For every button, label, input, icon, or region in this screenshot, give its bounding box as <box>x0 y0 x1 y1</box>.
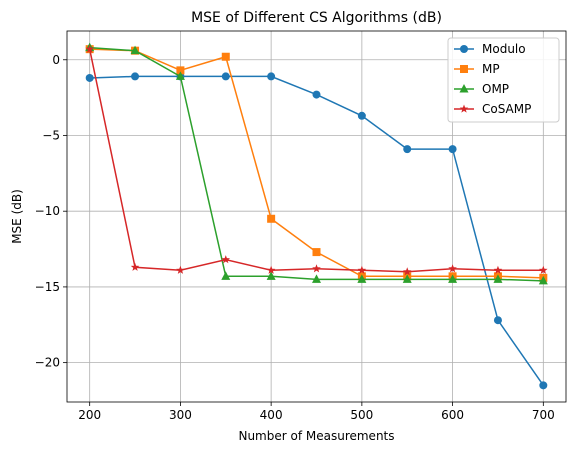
x-tick-label: 300 <box>169 408 192 422</box>
data-point-omp <box>175 71 185 80</box>
series-omp <box>85 42 548 285</box>
legend-item-mp: MP <box>454 62 500 76</box>
x-axis-label: Number of Measurements <box>238 429 394 443</box>
legend-item-omp: OMP <box>454 82 509 96</box>
data-point-cosamp <box>221 255 231 264</box>
data-point-modulo <box>403 145 412 154</box>
data-point-cosamp <box>493 265 503 274</box>
data-point-cosamp <box>85 44 94 53</box>
data-point-modulo <box>85 73 94 82</box>
data-point-cosamp <box>176 265 185 274</box>
data-point-cosamp <box>312 264 321 273</box>
legend-item-cosamp: CoSAMP <box>454 102 531 116</box>
legend-marker <box>460 45 468 53</box>
x-tick-label: 700 <box>532 408 555 422</box>
y-tick-label: 0 <box>52 53 60 67</box>
y-tick-label: −10 <box>35 204 60 218</box>
data-point-mp <box>312 248 321 257</box>
legend-marker <box>459 104 469 113</box>
data-point-modulo <box>221 72 230 81</box>
legend-label: Modulo <box>482 42 526 56</box>
x-tick-label: 400 <box>260 408 283 422</box>
y-tick-label: −15 <box>35 280 60 294</box>
data-point-modulo <box>448 145 457 154</box>
data-point-omp <box>221 271 231 280</box>
data-point-modulo <box>357 111 366 120</box>
data-point-mp <box>176 66 185 75</box>
legend-label: CoSAMP <box>482 102 531 116</box>
data-point-modulo <box>312 90 321 99</box>
data-point-omp <box>493 274 503 283</box>
data-point-omp <box>130 45 140 55</box>
data-point-modulo <box>267 72 276 81</box>
data-point-modulo <box>539 381 548 390</box>
y-tick-label: −5 <box>42 128 60 142</box>
series-modulo <box>85 72 548 390</box>
data-point-omp <box>402 274 412 283</box>
data-point-omp <box>312 274 321 283</box>
legend-label: OMP <box>482 82 509 96</box>
data-point-omp <box>357 274 367 283</box>
x-tick-label: 500 <box>350 408 373 422</box>
data-point-omp <box>266 271 276 280</box>
legend-marker <box>459 84 469 93</box>
series-line-modulo <box>89 75 544 386</box>
y-tick-label: −20 <box>35 356 60 370</box>
y-axis-label: MSE (dB) <box>10 189 24 244</box>
x-tick-label: 600 <box>441 408 464 422</box>
data-point-cosamp <box>130 262 140 271</box>
legend-box <box>447 37 560 123</box>
data-point-cosamp <box>357 265 367 274</box>
data-point-modulo <box>131 72 140 81</box>
x-tick-label: 200 <box>78 408 101 422</box>
data-point-cosamp <box>448 264 457 273</box>
data-point-mp <box>221 52 230 61</box>
axis-ticks: 200 300 400 500 600 700 0 −5 −10 −15 −20 <box>35 53 555 422</box>
data-point-modulo <box>493 316 502 325</box>
chart-title: MSE of Different CS Algorithms (dB) <box>191 10 442 26</box>
legend-item-modulo: Modulo <box>454 42 526 56</box>
data-point-mp <box>267 214 276 223</box>
data-point-cosamp <box>266 265 276 274</box>
series-cosamp <box>85 44 548 276</box>
plot-frame <box>66 30 567 403</box>
legend: Modulo MP OMP CoSAMP <box>447 37 560 123</box>
data-point-cosamp <box>539 265 548 274</box>
data-point-omp <box>538 275 548 285</box>
data-point-cosamp <box>402 267 412 276</box>
legend-marker <box>460 65 468 73</box>
series-layer <box>85 42 548 390</box>
legend-label: MP <box>482 62 500 76</box>
data-point-omp <box>448 274 458 283</box>
